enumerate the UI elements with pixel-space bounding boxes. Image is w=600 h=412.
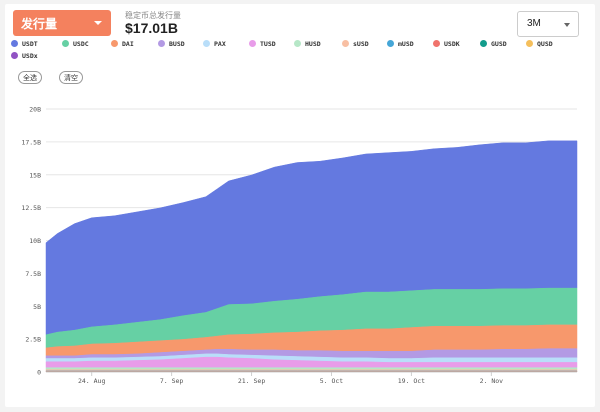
legend-swatch [526, 40, 533, 47]
legend-swatch [294, 40, 301, 47]
legend-swatch [111, 40, 118, 47]
y-tick-label: 2.5B [25, 336, 41, 344]
legend-item-busd[interactable]: BUSD [158, 40, 185, 52]
y-tick-label: 15B [29, 171, 41, 179]
legend-swatch [387, 40, 394, 47]
legend-label: HUSD [305, 40, 321, 48]
area-series-husd[interactable] [45, 367, 578, 370]
x-tick-label: 24. Aug [78, 377, 105, 385]
x-tick-label: 19. Oct [398, 377, 425, 385]
legend-label: sUSD [353, 40, 369, 48]
x-tick-label: 2. Nov [480, 377, 504, 385]
legend-item-gusd[interactable]: GUSD [480, 40, 507, 52]
legend-item-usdx[interactable]: USDx [11, 52, 38, 64]
legend-swatch [11, 40, 18, 47]
legend-label: PAX [214, 40, 226, 48]
y-tick-label: 20B [29, 106, 41, 114]
legend-label: USDC [73, 40, 89, 48]
legend-item-tusd[interactable]: TUSD [249, 40, 276, 52]
select-all-button[interactable]: 全选 [18, 71, 42, 84]
legend-label: BUSD [169, 40, 185, 48]
legend-swatch [433, 40, 440, 47]
x-tick-label: 7. Sep [160, 377, 184, 385]
y-tick-label: 0 [37, 369, 41, 377]
time-range-dropdown[interactable]: 3M [517, 11, 579, 37]
legend-label: GUSD [491, 40, 507, 48]
summary-label: 稳定币总发行量 [125, 11, 181, 20]
legend-label: QUSD [537, 40, 553, 48]
time-range-label: 3M [527, 18, 541, 29]
legend-item-pax[interactable]: PAX [203, 40, 226, 52]
legend-swatch [203, 40, 210, 47]
metric-dropdown[interactable]: 发行量 [13, 10, 111, 36]
legend-label: DAI [122, 40, 134, 48]
legend-swatch [158, 40, 165, 47]
legend-item-musd[interactable]: mUSD [387, 40, 414, 52]
legend-swatch [11, 52, 18, 59]
y-tick-label: 5B [33, 303, 41, 311]
x-tick-label: 5. Oct [320, 377, 344, 385]
legend-item-susd[interactable]: sUSD [342, 40, 369, 52]
legend-swatch [62, 40, 69, 47]
legend-label: USDT [22, 40, 38, 48]
summary-value: $17.01B [125, 20, 178, 36]
legend-label: USDx [22, 52, 38, 60]
metric-dropdown-label: 发行量 [21, 17, 58, 31]
legend-item-usdt[interactable]: USDT [11, 40, 38, 52]
chevron-down-icon [94, 21, 102, 25]
x-tick-label: 21. Sep [238, 377, 265, 385]
legend-item-husd[interactable]: HUSD [294, 40, 321, 52]
y-tick-label: 7.5B [25, 270, 41, 278]
legend-item-qusd[interactable]: QUSD [526, 40, 553, 52]
clear-button[interactable]: 清空 [59, 71, 83, 84]
legend-label: mUSD [398, 40, 414, 48]
legend-swatch [480, 40, 487, 47]
legend-item-usdk[interactable]: USDK [433, 40, 460, 52]
legend-swatch [249, 40, 256, 47]
y-tick-label: 17.5B [21, 138, 41, 146]
legend-swatch [342, 40, 349, 47]
legend-item-dai[interactable]: DAI [111, 40, 134, 52]
legend-label: USDK [444, 40, 460, 48]
y-tick-label: 12.5B [21, 204, 41, 212]
legend-item-usdc[interactable]: USDC [62, 40, 89, 52]
y-tick-label: 10B [29, 237, 41, 245]
chevron-down-icon [564, 23, 570, 27]
legend-label: TUSD [260, 40, 276, 48]
